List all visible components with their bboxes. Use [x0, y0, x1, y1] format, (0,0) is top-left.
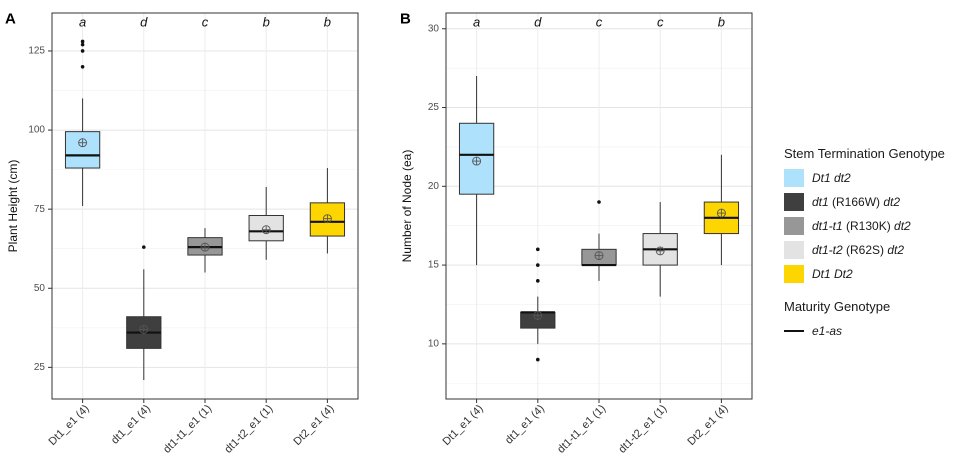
panel-label: B — [400, 10, 411, 27]
mean-marker — [322, 214, 332, 224]
outlier-point — [597, 200, 601, 204]
y-tick-label: 20 — [428, 181, 440, 192]
legend-swatch — [784, 241, 804, 259]
legend-item-dt1-t2: dt1-t2 (R62S) dt2 — [784, 239, 954, 261]
box — [64, 131, 101, 169]
x-tick-label: Dt1_e1 (4) — [47, 403, 92, 448]
chart-panel-a: A 25 50 75 100 125 a Dt1_e1 (4) d dt1_e1 (4) c dt1-… — [5, 10, 359, 456]
outlier-point — [80, 39, 85, 44]
mean-marker — [533, 311, 543, 320]
mean-marker — [716, 208, 726, 218]
mean-marker — [655, 246, 665, 256]
legend-item-dt1-r166w: dt1 (R166W) dt2 — [784, 191, 954, 213]
legend-swatch — [784, 193, 804, 211]
legend-item-e1-as: e1-as — [784, 320, 954, 342]
x-tick-label: dt1-t1_e1 (1) — [555, 403, 608, 456]
legend-item-dt1-dt2-dom: Dt1 Dt2 — [784, 263, 954, 285]
x-tick-label: dt1-t2_e1 (1) — [616, 403, 669, 456]
y-tick-label: 75 — [34, 204, 46, 215]
outlier-point — [536, 279, 540, 283]
outlier-point — [142, 245, 146, 249]
y-tick-label: 15 — [428, 260, 440, 271]
y-tick-label: 100 — [28, 125, 45, 136]
outlier-point — [536, 263, 540, 267]
x-tick-label: Dt1_e1 (4) — [441, 403, 486, 448]
significance-letter: a — [79, 14, 86, 29]
x-tick-label: dt1_e1 (4) — [503, 403, 547, 447]
significance-letter: c — [596, 14, 603, 29]
significance-letter: d — [140, 14, 148, 29]
legend-label: dt1-t2 (R62S) dt2 — [812, 243, 905, 257]
y-axis-title: Plant Height (cm) — [6, 160, 20, 253]
mean-marker — [139, 324, 149, 334]
legend-swatch — [784, 169, 804, 187]
significance-letter: a — [473, 14, 480, 29]
mean-marker — [200, 242, 210, 252]
y-tick-label: 50 — [34, 283, 46, 294]
legend-item-dt1-t1: dt1-t1 (R130K) dt2 — [784, 215, 954, 237]
y-tick-label: 30 — [428, 23, 440, 34]
legend: Stem Termination Genotype Dt1 dt2 dt1 (R… — [784, 146, 954, 344]
legend-swatch — [784, 265, 804, 283]
significance-letter: d — [534, 14, 542, 29]
outlier-point — [80, 42, 85, 47]
mean-marker — [594, 251, 604, 261]
panel-border — [445, 12, 753, 400]
outlier-point — [80, 64, 85, 69]
y-tick-label: 125 — [28, 46, 45, 57]
x-tick-label: dt1-t1_e1 (1) — [161, 403, 214, 456]
outlier-point — [80, 49, 85, 53]
panel-border — [51, 12, 359, 400]
significance-letter: c — [202, 14, 209, 29]
legend-item-dt1-dt2: Dt1 dt2 — [784, 167, 954, 189]
outlier-point — [536, 357, 540, 362]
significance-letter: b — [718, 14, 725, 29]
x-tick-label: Dt2_e1 (4) — [685, 403, 730, 448]
x-tick-label: Dt2_e1 (4) — [291, 403, 336, 448]
mean-marker — [261, 225, 271, 235]
significance-letter: b — [263, 14, 270, 29]
y-tick-label: 25 — [428, 102, 440, 113]
significance-letter: c — [657, 14, 664, 29]
y-tick-label: 10 — [428, 338, 440, 349]
panel-label: A — [5, 10, 16, 27]
x-tick-label: dt1_e1 (4) — [109, 403, 153, 447]
y-axis-title: Number of Node (ea) — [400, 150, 414, 263]
chart-panel-b: B 10 15 20 25 30 a Dt1_e1 (4) d dt1_e1 (4) c dt1-t1… — [400, 10, 753, 456]
x-tick-label: dt1-t2_e1 (1) — [222, 403, 275, 456]
legend-line-key — [784, 330, 804, 332]
mean-marker — [78, 138, 88, 148]
legend-swatch — [784, 217, 804, 235]
legend-label: Dt1 Dt2 — [812, 267, 853, 281]
legend-label: dt1 (R166W) dt2 — [812, 195, 901, 209]
y-tick-label: 25 — [34, 362, 46, 373]
legend-label: Dt1 dt2 — [812, 171, 851, 185]
outlier-point — [536, 247, 540, 252]
mean-marker — [472, 156, 482, 166]
legend-maturity-title: Maturity Genotype — [784, 299, 891, 314]
significance-letter: b — [324, 14, 331, 29]
legend-stem-title: Stem Termination Genotype — [784, 146, 945, 161]
legend-label: dt1-t1 (R130K) dt2 — [812, 219, 911, 233]
legend-label: e1-as — [812, 324, 843, 338]
